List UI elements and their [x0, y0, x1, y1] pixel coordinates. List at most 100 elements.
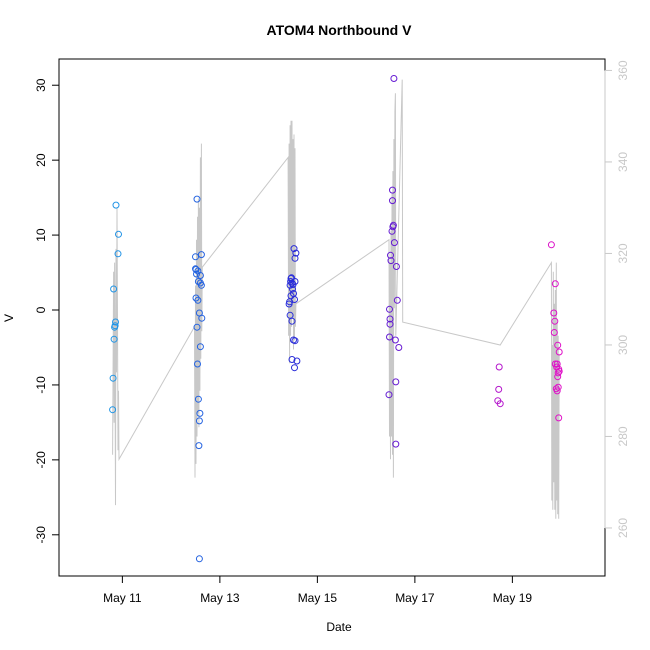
data-point [112, 201, 120, 209]
data-point [290, 245, 298, 253]
x-axis-label: Date [326, 620, 352, 634]
y-tick-label: -20 [34, 451, 48, 469]
data-point [291, 364, 298, 372]
data-point [495, 385, 503, 393]
data-point [551, 317, 559, 325]
x-tick-label: May 11 [103, 591, 142, 605]
data-point [194, 395, 202, 403]
data-point [293, 357, 301, 365]
x-axis: May 11 May 13 May 15 May 17 May 19 [103, 575, 533, 605]
data-point [192, 294, 200, 302]
data-point [286, 281, 294, 289]
data-point [386, 305, 393, 313]
y2-tick-label: 280 [616, 426, 630, 446]
y2-tick-label: 340 [616, 152, 630, 172]
data-point [291, 254, 299, 262]
y2-tick-label: 260 [616, 518, 630, 538]
data-point [550, 309, 558, 317]
data-point [391, 336, 399, 344]
y-axis-label: V [2, 314, 16, 322]
data-point [195, 417, 203, 425]
data-point [555, 414, 563, 422]
data-point [392, 440, 400, 448]
data-point [554, 373, 562, 381]
data-point [386, 333, 393, 341]
data-point [197, 281, 205, 289]
y2-tick-label: 360 [616, 60, 630, 80]
y-tick-label: 30 [34, 78, 48, 92]
data-point [288, 356, 296, 363]
data-point [553, 387, 561, 395]
data-point [111, 322, 119, 330]
data-point [196, 272, 204, 279]
data-point [110, 285, 118, 293]
scatter-points-group [109, 75, 563, 563]
secondary-series-line-group [112, 79, 560, 519]
data-point [193, 195, 201, 203]
data-point [390, 75, 398, 82]
y2-tick-label: 320 [616, 243, 630, 263]
plot-frame [58, 58, 606, 577]
y-tick-label: 10 [34, 228, 48, 242]
data-point [291, 278, 299, 285]
data-point [550, 329, 558, 336]
data-point [195, 442, 203, 450]
data-point [393, 296, 401, 304]
chart-title: ATOM4 Northbound V [267, 22, 413, 38]
x-tick-label: May 13 [200, 591, 240, 605]
data-point [551, 280, 559, 288]
y-tick-label: 0 [34, 306, 48, 313]
x-tick-label: May 19 [493, 591, 533, 605]
data-point [288, 274, 295, 282]
data-point [109, 374, 117, 382]
data-point [192, 266, 200, 273]
data-point [287, 292, 295, 300]
x-tick-label: May 17 [395, 591, 435, 605]
y-tick-label: -10 [34, 376, 48, 394]
data-point [392, 263, 400, 270]
data-point [291, 296, 298, 303]
data-point [547, 241, 555, 249]
y2-tick-label: 300 [616, 335, 630, 355]
data-point [495, 363, 503, 371]
data-point [196, 343, 204, 351]
data-point [387, 251, 394, 259]
data-point [386, 320, 394, 328]
data-point [390, 239, 398, 247]
data-point [194, 296, 202, 304]
data-point [192, 253, 199, 261]
data-point [496, 400, 504, 408]
y-tick-label: 20 [34, 153, 48, 167]
data-point [292, 249, 300, 257]
data-point [554, 383, 562, 391]
data-point [389, 221, 397, 229]
data-point [385, 391, 393, 399]
y-axis-left: -30 -20 -10 0 10 20 30 [34, 78, 60, 543]
data-point [112, 318, 119, 326]
data-point [196, 409, 204, 417]
data-point [115, 230, 122, 238]
data-point [389, 197, 396, 205]
data-point [395, 344, 403, 351]
data-point [198, 314, 206, 322]
x-tick-label: May 15 [298, 591, 338, 605]
data-point [555, 348, 563, 356]
data-point [286, 311, 294, 319]
data-point [110, 335, 118, 343]
data-point [554, 341, 562, 349]
secondary-series-line [112, 79, 560, 519]
data-point [392, 378, 400, 386]
data-point [386, 315, 394, 323]
data-point [195, 555, 203, 563]
data-point [114, 250, 122, 258]
data-point [554, 369, 562, 377]
data-point [387, 257, 395, 265]
data-point [289, 285, 296, 293]
data-point [109, 406, 117, 414]
data-point [291, 337, 299, 345]
data-point [194, 360, 201, 368]
data-point [197, 251, 205, 259]
data-point [389, 186, 396, 194]
data-point [193, 323, 201, 331]
